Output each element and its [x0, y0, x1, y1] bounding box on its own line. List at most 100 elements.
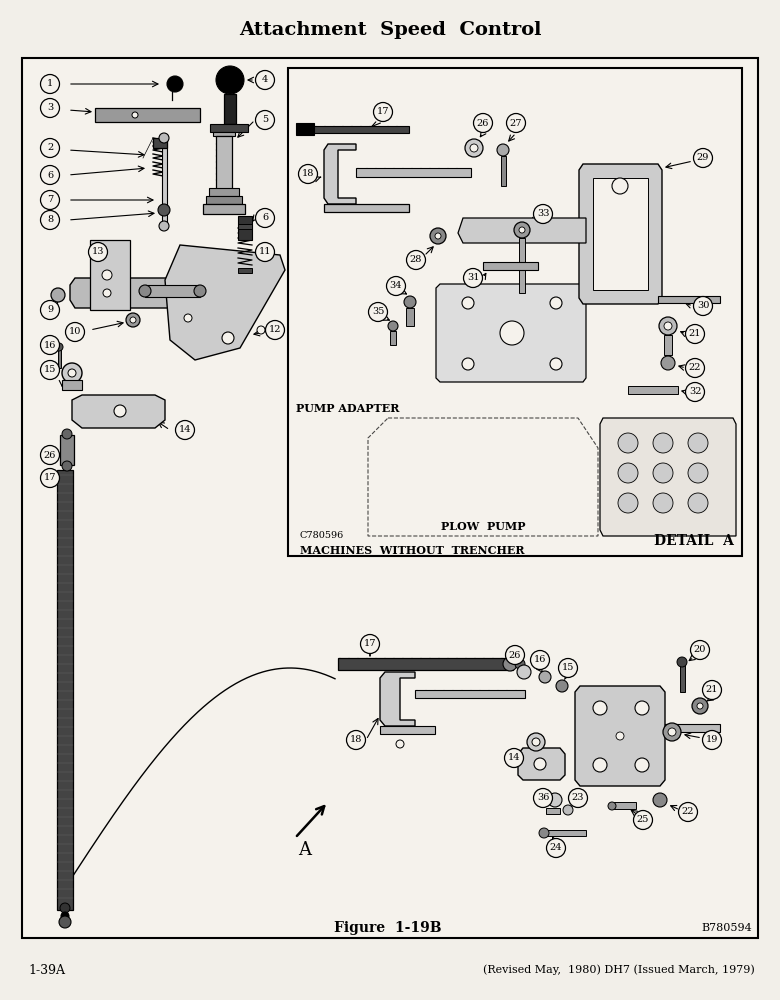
Circle shape	[41, 360, 59, 379]
Circle shape	[556, 680, 568, 692]
Bar	[224, 94, 236, 124]
Text: 6: 6	[47, 170, 53, 180]
Circle shape	[506, 113, 526, 132]
Circle shape	[41, 190, 59, 210]
Text: 5: 5	[262, 115, 268, 124]
Text: 36: 36	[537, 794, 549, 802]
Circle shape	[102, 270, 112, 280]
Circle shape	[61, 912, 69, 920]
Text: 2: 2	[47, 143, 53, 152]
Text: 16: 16	[534, 656, 546, 664]
Bar	[324, 204, 409, 212]
Circle shape	[88, 242, 108, 261]
Circle shape	[612, 178, 628, 194]
Text: 24: 24	[550, 844, 562, 852]
Text: 19: 19	[706, 736, 718, 744]
Circle shape	[677, 657, 687, 667]
Circle shape	[688, 493, 708, 513]
Circle shape	[41, 300, 59, 320]
Circle shape	[618, 493, 638, 513]
Circle shape	[653, 463, 673, 483]
Circle shape	[473, 113, 492, 132]
Circle shape	[686, 324, 704, 344]
Circle shape	[690, 641, 710, 660]
Circle shape	[500, 321, 524, 345]
Bar	[406, 308, 414, 326]
Circle shape	[265, 320, 285, 340]
Polygon shape	[210, 124, 248, 132]
Text: 25: 25	[636, 816, 649, 824]
Circle shape	[435, 233, 441, 239]
Circle shape	[534, 205, 552, 224]
Text: 17: 17	[377, 107, 389, 116]
Text: 26: 26	[477, 118, 489, 127]
Bar	[501, 156, 506, 186]
Circle shape	[462, 358, 474, 370]
Circle shape	[653, 433, 673, 453]
Circle shape	[66, 322, 84, 342]
Bar	[203, 204, 245, 214]
Circle shape	[167, 76, 183, 92]
Text: 6: 6	[262, 214, 268, 223]
Circle shape	[532, 738, 540, 746]
Circle shape	[62, 429, 72, 439]
Circle shape	[256, 110, 275, 129]
Circle shape	[692, 698, 708, 714]
Text: 21: 21	[689, 330, 701, 338]
Text: 8: 8	[47, 216, 53, 225]
Bar	[58, 348, 61, 368]
Circle shape	[668, 728, 676, 736]
Text: A: A	[299, 841, 311, 859]
Bar	[665, 724, 720, 732]
Circle shape	[688, 463, 708, 483]
Circle shape	[406, 250, 426, 269]
Circle shape	[184, 314, 192, 322]
Bar	[314, 126, 409, 133]
Circle shape	[176, 420, 194, 440]
Polygon shape	[436, 284, 586, 382]
Bar	[62, 380, 82, 390]
Bar	[153, 138, 167, 148]
Circle shape	[103, 289, 111, 297]
Circle shape	[41, 138, 59, 157]
Circle shape	[194, 285, 206, 297]
Text: DETAIL  A: DETAIL A	[654, 534, 734, 548]
Circle shape	[159, 221, 169, 231]
Text: Attachment  Speed  Control: Attachment Speed Control	[239, 21, 541, 39]
Circle shape	[693, 148, 712, 167]
Circle shape	[68, 369, 76, 377]
Circle shape	[41, 165, 59, 184]
Polygon shape	[575, 686, 665, 786]
Circle shape	[505, 748, 523, 768]
Bar	[216, 136, 232, 191]
Text: PLOW  PUMP: PLOW PUMP	[441, 520, 525, 532]
Bar	[213, 132, 235, 136]
Circle shape	[139, 285, 151, 297]
Circle shape	[256, 242, 275, 261]
Text: 28: 28	[410, 255, 422, 264]
Circle shape	[41, 446, 59, 464]
Circle shape	[633, 810, 653, 830]
Circle shape	[256, 209, 275, 228]
Circle shape	[346, 730, 366, 750]
Circle shape	[519, 227, 525, 233]
Polygon shape	[90, 240, 130, 310]
Bar	[145, 285, 200, 297]
Text: 29: 29	[697, 153, 709, 162]
Circle shape	[659, 317, 677, 335]
Text: 14: 14	[179, 426, 191, 434]
Text: 30: 30	[697, 302, 709, 310]
Circle shape	[569, 788, 587, 808]
Polygon shape	[518, 748, 565, 780]
Circle shape	[126, 313, 140, 327]
Bar	[238, 224, 252, 229]
Text: 32: 32	[689, 387, 701, 396]
Circle shape	[686, 359, 704, 377]
Circle shape	[360, 635, 380, 654]
Circle shape	[159, 133, 169, 143]
Circle shape	[693, 296, 712, 316]
Circle shape	[256, 70, 275, 90]
Text: 27: 27	[510, 118, 523, 127]
Circle shape	[703, 730, 722, 750]
Bar	[658, 296, 720, 303]
